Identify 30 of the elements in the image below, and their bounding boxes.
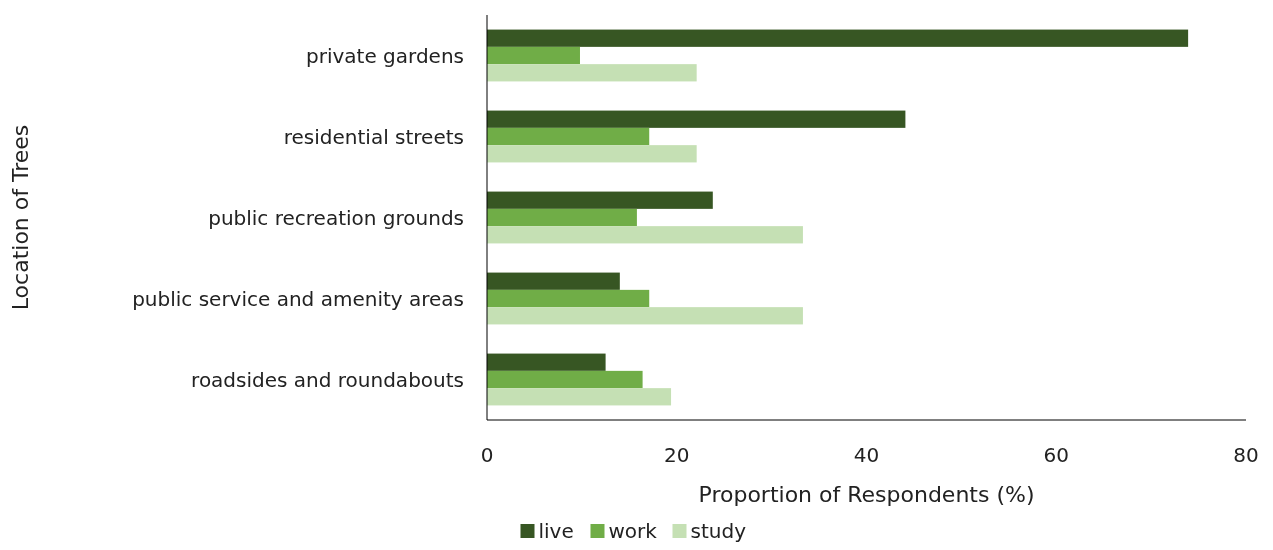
bar — [487, 307, 803, 325]
x-tick-label: 80 — [1233, 443, 1259, 467]
bar — [487, 289, 650, 308]
bar — [487, 226, 803, 244]
bar — [487, 353, 606, 371]
bar — [487, 110, 906, 128]
legend-label: work — [608, 519, 658, 543]
x-axis-title: Proportion of Respondents (%) — [698, 482, 1035, 507]
x-tick-label: 60 — [1043, 443, 1069, 467]
bar — [487, 388, 672, 406]
bar — [487, 29, 1189, 47]
bar — [487, 145, 697, 163]
bar — [487, 272, 620, 290]
y-tick-label: private gardens — [306, 43, 464, 68]
bar — [487, 191, 713, 209]
y-tick-label: public recreation grounds — [208, 205, 464, 230]
bar — [487, 127, 650, 146]
x-tick-label: 0 — [480, 443, 494, 467]
y-tick-label: public service and amenity areas — [132, 286, 464, 311]
y-tick-label: roadsides and roundabouts — [191, 367, 464, 392]
legend-label: live — [538, 519, 574, 543]
bar — [487, 64, 697, 82]
x-tick-label: 40 — [853, 443, 880, 467]
bar — [487, 46, 580, 65]
y-axis-title: Location of Trees — [8, 124, 33, 311]
bar — [487, 208, 637, 227]
x-tick-label: 20 — [664, 443, 690, 467]
y-tick-label: residential streets — [283, 124, 464, 149]
bar — [487, 370, 643, 389]
legend-label: study — [690, 519, 747, 543]
